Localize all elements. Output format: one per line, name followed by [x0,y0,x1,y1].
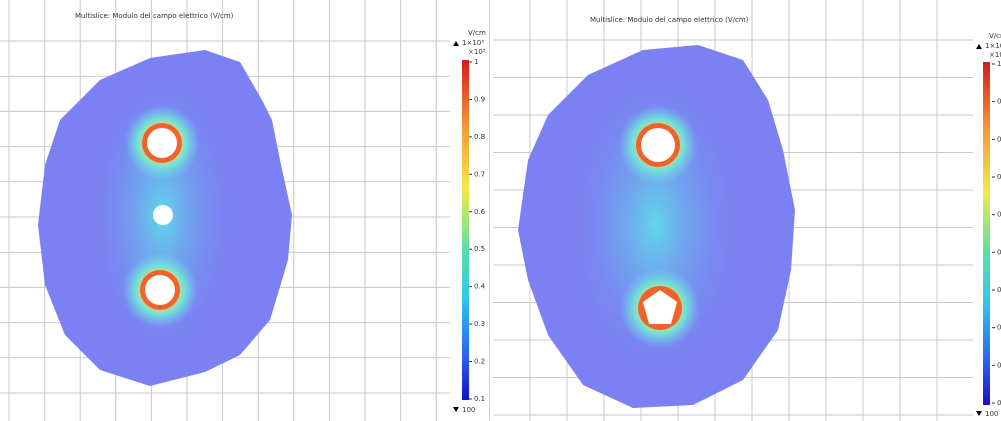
electrode [147,128,177,158]
colorbar-tick-label: 0.2 [997,361,1001,369]
panel-right: Multislice: Modulo del campo elettrico (… [493,0,1001,421]
colorbar-tick-label: 0.3 [474,320,485,328]
colorbar-tick-label: 0.8 [997,135,1001,143]
colorbar-tick-label: 0.8 [474,133,485,141]
colorbar-tick-label: 0.7 [997,173,1001,181]
min-arrow [453,407,459,412]
unit: V/cm [989,32,1001,40]
unit: V/cm [468,29,486,37]
max-arrow [453,41,459,46]
colorbar-tick-label: 0.5 [474,245,485,253]
title: Multislice: Modulo del campo elettrico (… [75,12,234,20]
colorbar-tick-label: 0.6 [474,208,486,216]
colorbar-tick-label: 0.6 [997,211,1001,219]
max-label: 1×10³ [462,39,484,47]
hole [153,205,173,225]
max-label: 1×10³ [985,42,1001,50]
colorbar-tick-label: 0.9 [997,98,1001,106]
colorbar-tick-label: 1 [474,58,478,66]
colorbar [462,60,469,400]
electrode [641,128,675,162]
colorbar-tick-label: 0.4 [997,286,1001,294]
electrode [145,275,175,305]
min-arrow [976,411,982,416]
multiplier: ×10³ [468,48,486,56]
colorbar-tick-label: 1 [997,60,1001,68]
colorbar-tick-label: 0.4 [474,283,486,291]
colorbar-tick-label: 0.3 [997,324,1001,332]
colorbar-tick-label: 0.2 [474,358,485,366]
title: Multislice: Modulo del campo elettrico (… [590,16,749,24]
colorbar-tick-label: 0.1 [997,399,1001,407]
colorbar [983,62,990,405]
electrode [643,290,677,324]
panel-left: Multislice: Modulo del campo elettrico (… [0,0,490,421]
max-arrow [976,44,982,49]
multiplier: ×10³ [989,51,1001,59]
colorbar-tick-label: 0.9 [474,95,485,103]
colorbar-tick-label: 0.1 [474,395,485,403]
colorbar-tick-label: 0.7 [474,170,485,178]
min-label: 100 [462,406,475,414]
min-label: 100 [985,410,998,418]
colorbar-tick-label: 0.5 [997,248,1001,256]
